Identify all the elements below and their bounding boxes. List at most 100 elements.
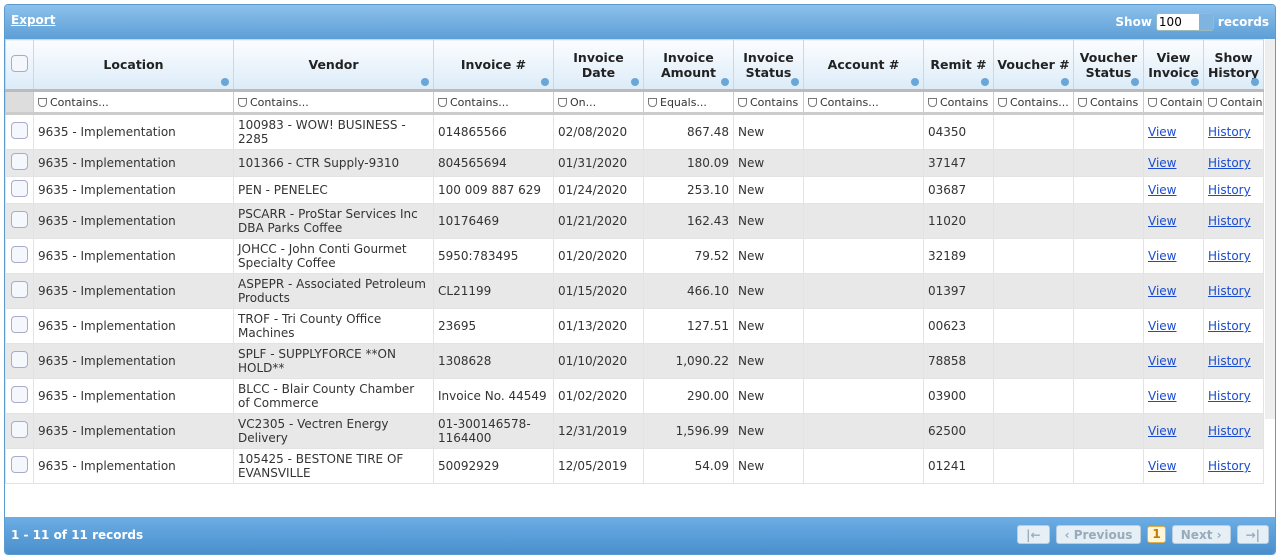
column-menu-icon[interactable]: [221, 78, 229, 86]
first-page-button[interactable]: |←: [1017, 525, 1050, 544]
column-menu-icon[interactable]: [1251, 78, 1259, 86]
data-cell: 79.52: [643, 238, 734, 274]
view-link[interactable]: View: [1148, 183, 1177, 197]
filter-cell[interactable]: Equals...: [643, 89, 734, 115]
view-link[interactable]: View: [1148, 214, 1177, 228]
view-link[interactable]: View: [1148, 125, 1177, 139]
column-menu-icon[interactable]: [1191, 78, 1199, 86]
current-page[interactable]: 1: [1147, 526, 1166, 543]
history-link[interactable]: History: [1208, 354, 1251, 368]
data-cell: BLCC - Blair County Chamber of Commerce: [233, 378, 434, 414]
location-text: 9635 - Implementation: [38, 319, 176, 333]
page-size-select[interactable]: 100: [1155, 13, 1214, 31]
record-summary: 1 - 11 of 11 records: [11, 528, 144, 542]
row-checkbox[interactable]: [11, 180, 28, 197]
history-link[interactable]: History: [1208, 459, 1251, 473]
column-menu-icon[interactable]: [1061, 78, 1069, 86]
data-cell: View: [1143, 413, 1204, 449]
filter-cell[interactable]: Contains: [1073, 89, 1144, 115]
data-cell: [993, 238, 1074, 274]
next-label: Next: [1180, 527, 1213, 542]
filter-cell[interactable]: Contains: [733, 89, 804, 115]
history-link[interactable]: History: [1208, 319, 1251, 333]
filter-operator: Contains: [1160, 95, 1204, 109]
row-checkbox[interactable]: [11, 386, 28, 403]
history-link[interactable]: History: [1208, 214, 1251, 228]
filter-cell[interactable]: Contains: [1143, 89, 1204, 115]
filter-cell[interactable]: Contains...: [433, 89, 554, 115]
column-menu-icon[interactable]: [421, 78, 429, 86]
column-menu-icon[interactable]: [911, 78, 919, 86]
page-size-control: Show 100 records: [1115, 13, 1269, 31]
row-checkbox[interactable]: [11, 351, 28, 368]
filter-cell[interactable]: Contains...: [33, 89, 234, 115]
previous-button[interactable]: ‹ Previous: [1055, 525, 1142, 544]
data-row: 9635 - Implementation BLCC - Blair County…: [5, 378, 1264, 414]
data-row: 9635 - Implementation ASPEPR - Associated…: [5, 273, 1264, 309]
column-menu-icon[interactable]: [981, 78, 989, 86]
filter-cell[interactable]: On...: [553, 89, 644, 115]
view-link[interactable]: View: [1148, 424, 1177, 438]
date-text: 01/24/2020: [558, 183, 628, 197]
view-link[interactable]: View: [1148, 354, 1177, 368]
data-cell: [803, 238, 924, 274]
history-link[interactable]: History: [1208, 183, 1251, 197]
column-header: Voucher #: [993, 39, 1074, 91]
data-cell: JOHCC - John Conti Gourmet Specialty Cof…: [233, 238, 434, 274]
filter-icon: [558, 97, 567, 107]
column-menu-icon[interactable]: [1131, 78, 1139, 86]
column-menu-icon[interactable]: [791, 78, 799, 86]
data-cell: History: [1203, 149, 1264, 177]
view-link[interactable]: View: [1148, 389, 1177, 403]
row-checkbox[interactable]: [11, 456, 28, 473]
location-text: 9635 - Implementation: [38, 424, 176, 438]
history-link[interactable]: History: [1208, 424, 1251, 438]
row-checkbox[interactable]: [11, 211, 28, 228]
status-text: New: [738, 424, 765, 438]
data-cell: 9635 - Implementation: [33, 343, 234, 379]
data-cell: 867.48: [643, 113, 734, 150]
row-checkbox[interactable]: [11, 421, 28, 438]
view-link[interactable]: View: [1148, 319, 1177, 333]
view-link[interactable]: View: [1148, 284, 1177, 298]
filter-cell[interactable]: Contains...: [233, 89, 434, 115]
data-cell: History: [1203, 343, 1264, 379]
view-link[interactable]: View: [1148, 249, 1177, 263]
data-cell: [803, 273, 924, 309]
filter-cell[interactable]: Contains: [923, 89, 994, 115]
row-checkbox[interactable]: [11, 153, 28, 170]
data-cell: History: [1203, 378, 1264, 414]
history-link[interactable]: History: [1208, 284, 1251, 298]
select-cell: [5, 203, 34, 239]
scrollbar[interactable]: [1265, 39, 1275, 419]
view-link[interactable]: View: [1148, 156, 1177, 170]
history-link[interactable]: History: [1208, 389, 1251, 403]
history-link[interactable]: History: [1208, 125, 1251, 139]
view-link[interactable]: View: [1148, 459, 1177, 473]
export-link[interactable]: Export: [11, 13, 56, 27]
select-all-checkbox[interactable]: [11, 54, 28, 72]
filter-cell[interactable]: Contains...: [803, 89, 924, 115]
last-page-button[interactable]: →|: [1236, 525, 1269, 544]
data-cell: TROF - Tri County Office Machines: [233, 308, 434, 344]
column-menu-icon[interactable]: [721, 78, 729, 86]
row-checkbox[interactable]: [11, 316, 28, 333]
next-button[interactable]: Next ›: [1171, 525, 1231, 544]
filter-icon: [438, 97, 447, 107]
column-menu-icon[interactable]: [541, 78, 549, 86]
row-checkbox[interactable]: [11, 281, 28, 298]
data-cell: [993, 343, 1074, 379]
grid-body: 9635 - Implementation 100983 - WOW! BUSIN…: [5, 113, 1264, 484]
filter-cell[interactable]: Contains...: [993, 89, 1074, 115]
filter-row: Contains... Contains... Contains... On... Eq…: [5, 89, 1264, 115]
invoice-text: 50092929: [438, 459, 500, 473]
history-link[interactable]: History: [1208, 156, 1251, 170]
history-link[interactable]: History: [1208, 249, 1251, 263]
row-checkbox[interactable]: [11, 122, 28, 139]
row-checkbox[interactable]: [11, 246, 28, 263]
data-cell: VC2305 - Vectren Energy Delivery: [233, 413, 434, 449]
column-menu-icon[interactable]: [631, 78, 639, 86]
filter-cell[interactable]: Contains: [1203, 89, 1264, 115]
dropdown-arrow: [1198, 14, 1213, 30]
filter-icon: [1148, 97, 1157, 107]
